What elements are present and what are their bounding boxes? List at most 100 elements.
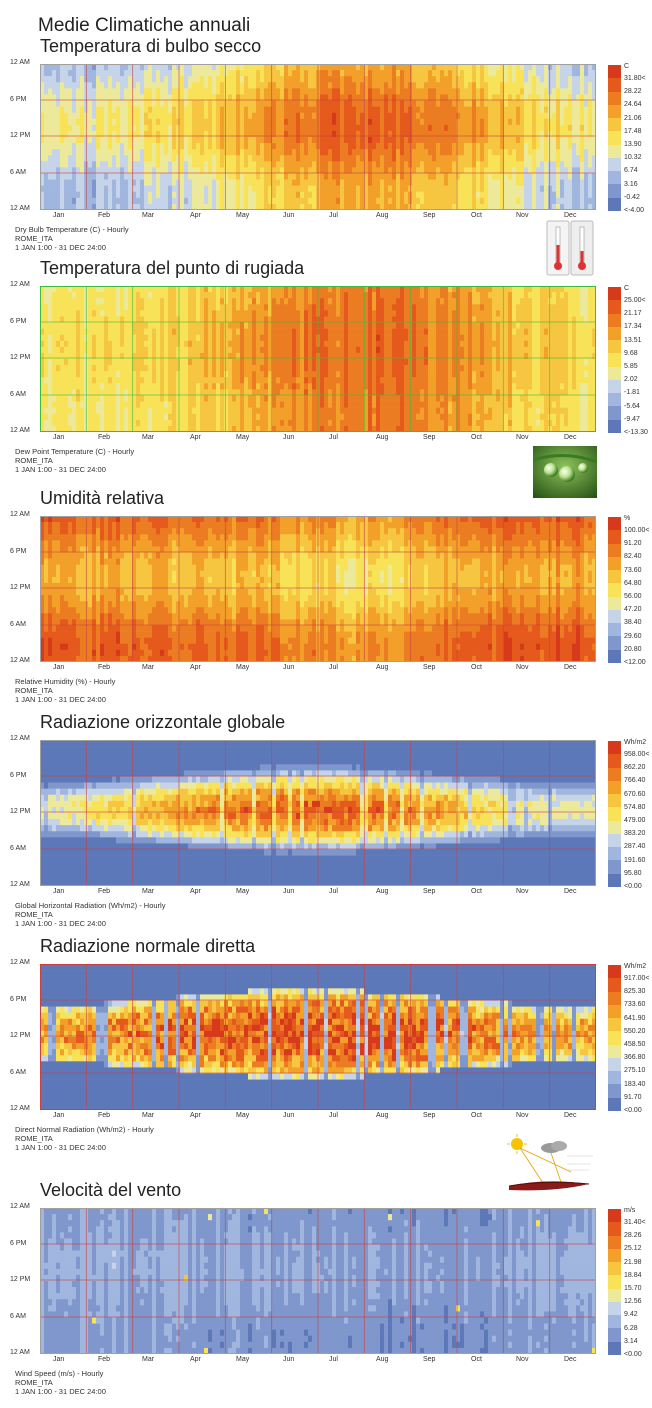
y-tick-label: 6 PM [10,996,38,1003]
solar-radiation-illustration [505,1134,599,1194]
legend-label: 550.20 [624,1028,645,1035]
y-tick-label: 12 AM [10,427,38,434]
legend-label: 2.02 [624,376,638,383]
legend-label: 28.26 [624,1232,642,1239]
x-tick-label: Oct [471,1356,482,1363]
y-tick-label: 12 AM [10,205,38,212]
legend-label: 38.40 [624,619,642,626]
legend-swatch [608,1031,621,1045]
legend-label: 24.64 [624,101,642,108]
caption-period: 1 JAN 1:00 - 31 DEC 24:00 [15,919,165,928]
x-tick-label: Sep [423,1356,435,1363]
legend-swatch [608,965,621,979]
legend-swatch [608,287,621,301]
legend-label: 13.90 [624,141,642,148]
x-tick-label: Apr [190,1356,201,1363]
legend-swatch [608,1018,621,1032]
x-tick-label: Dec [564,1356,576,1363]
x-tick-label: Sep [423,434,435,441]
y-tick-label: 12 AM [10,959,38,966]
heatmap [40,516,596,662]
legend-swatch [608,1084,621,1098]
x-tick-label: Jul [329,1356,338,1363]
caption-caption: Wind Speed (m/s) - Hourly [15,1369,106,1378]
legend-label: 17.34 [624,323,642,330]
x-tick-label: Aug [376,1112,388,1119]
x-tick-label: Jan [53,1112,64,1119]
chart-heading: Radiazione normale diretta [40,936,255,957]
chart-heading: Temperatura del punto di rugiada [40,258,304,279]
legend-label: <0.00 [624,883,642,890]
legend-label: 91.20 [624,540,642,547]
x-tick-label: Sep [423,1112,435,1119]
legend-unit: Wh/m2 [624,963,646,970]
y-tick-label: 12 AM [10,1105,38,1112]
legend-label: 479.00 [624,817,645,824]
x-tick-label: Oct [471,1112,482,1119]
legend-swatch [608,570,621,584]
legend-label: 95.80 [624,870,642,877]
x-tick-label: Jan [53,888,64,895]
legend-swatch [608,650,621,664]
y-tick-label: 12 AM [10,735,38,742]
x-tick-label: Jul [329,1112,338,1119]
legend-swatch [608,1328,621,1342]
legend-swatch [608,131,621,145]
legend-label: <0.00 [624,1351,642,1358]
x-tick-label: Apr [190,212,201,219]
dew-drop-photo [533,446,597,498]
x-tick-label: Jun [283,434,294,441]
caption-period: 1 JAN 1:00 - 31 DEC 24:00 [15,1143,154,1152]
y-tick-label: 12 PM [10,354,38,361]
legend-swatch [608,781,621,795]
legend-swatch [608,300,621,314]
x-tick-label: Jun [283,888,294,895]
x-tick-label: Dec [564,434,576,441]
x-tick-label: May [236,1112,249,1119]
legend-label: 766.40 [624,777,645,784]
y-tick-label: 12 AM [10,1349,38,1356]
caption-caption: Dry Bulb Temperature (C) - Hourly [15,225,129,234]
caption-caption: Direct Normal Radiation (Wh/m2) - Hourly [15,1125,154,1134]
legend-swatch [608,834,621,848]
legend-swatch [608,171,621,185]
legend-label: -1.81 [624,389,640,396]
legend-label: 12.56 [624,1298,642,1305]
y-tick-label: 6 PM [10,772,38,779]
legend-label: 862.20 [624,764,645,771]
x-tick-label: Jan [53,664,64,671]
page-title: Medie Climatiche annuali [38,15,250,37]
legend-swatch [608,754,621,768]
legend-label: 64.80 [624,580,642,587]
legend-swatch [608,1236,621,1250]
legend-label: -5.64 [624,403,640,410]
x-tick-label: Nov [516,1356,528,1363]
legend-swatch [608,992,621,1006]
legend-swatch [608,1098,621,1112]
legend-swatch [608,314,621,328]
legend-swatch [608,92,621,106]
x-tick-label: Dec [564,664,576,671]
legend-label: 641.90 [624,1015,645,1022]
legend-label: 17.48 [624,128,642,135]
legend-label: 25.00< [624,297,646,304]
legend-swatch [608,1249,621,1263]
x-tick-label: Nov [516,664,528,671]
legend-label: 733.60 [624,1001,645,1008]
y-tick-label: 12 PM [10,584,38,591]
legend-swatch [608,145,621,159]
y-tick-label: 6 AM [10,845,38,852]
legend-swatch [608,860,621,874]
legend-unit: Wh/m2 [624,739,646,746]
legend-label: 9.68 [624,350,638,357]
legend-swatch [608,1262,621,1276]
y-tick-label: 12 AM [10,281,38,288]
legend-label: 5.85 [624,363,638,370]
legend-swatch [608,420,621,434]
legend-swatch [608,847,621,861]
